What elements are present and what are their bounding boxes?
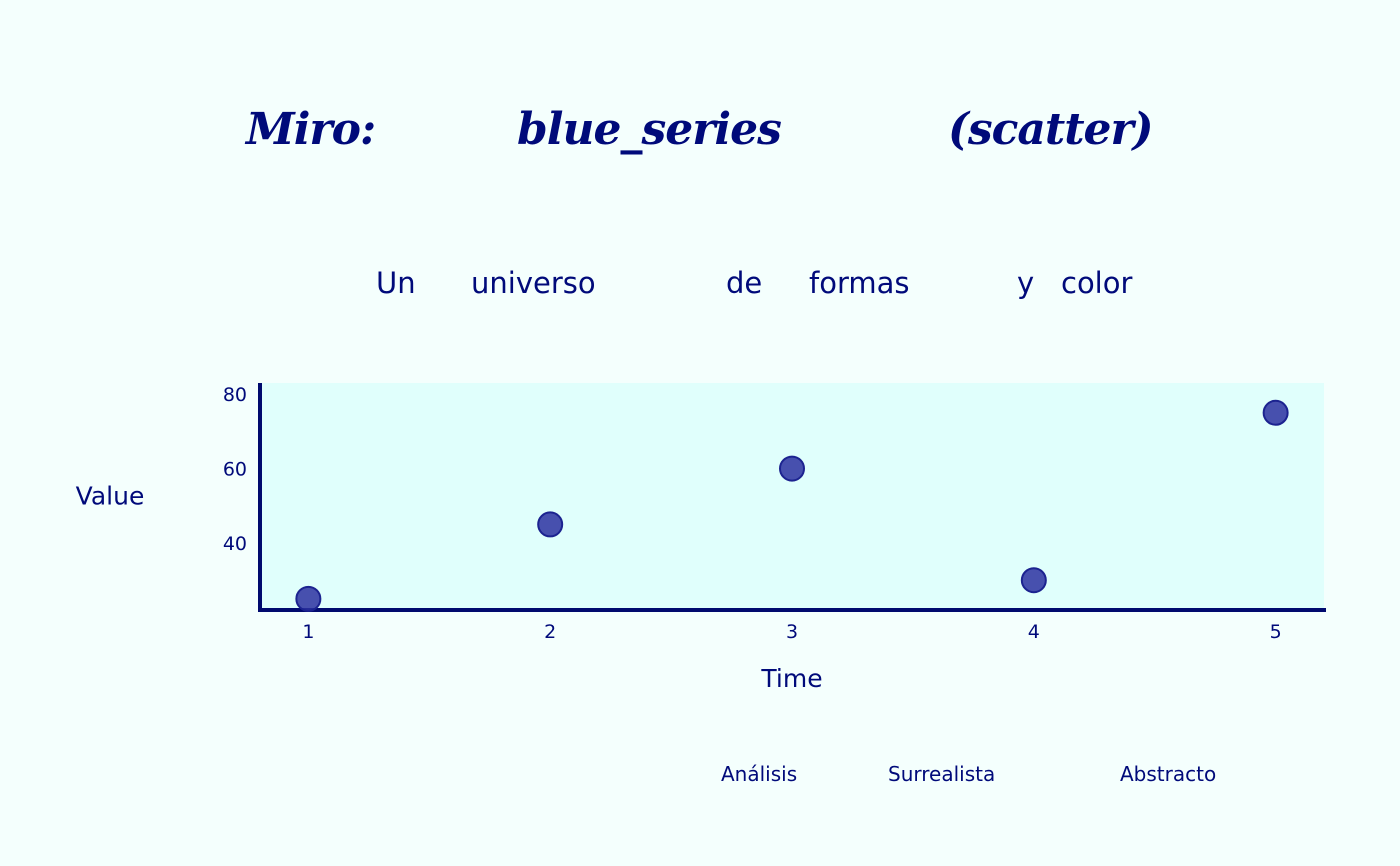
- subtitle-word-2: universo: [471, 266, 596, 300]
- footer-word-1: Análisis: [721, 762, 798, 786]
- y-tick-label: 80: [223, 384, 247, 406]
- x-tick-labels: 1 2 3 4 5: [302, 621, 1281, 643]
- subtitle-word-1: Un: [376, 266, 416, 300]
- data-points: [295, 399, 1289, 612]
- data-point: [295, 585, 322, 612]
- y-tick-label: 40: [223, 533, 247, 555]
- x-tick-label: 3: [786, 621, 798, 643]
- subtitle-word-6: color: [1061, 266, 1133, 300]
- data-point: [537, 511, 564, 538]
- title-word-1: Miro:: [246, 104, 376, 155]
- y-axis-title: Value: [76, 482, 145, 511]
- footer-word-2: Surrealista: [888, 762, 996, 786]
- subtitle-word-4: formas: [809, 266, 910, 300]
- subtitle-word-5: y: [1017, 266, 1035, 300]
- data-point: [1020, 567, 1047, 594]
- plot-area: [260, 383, 1324, 610]
- x-tick-label: 1: [302, 621, 314, 643]
- x-tick-label: 2: [544, 621, 556, 643]
- x-tick-label: 5: [1270, 621, 1282, 643]
- footer-word-3: Abstracto: [1120, 762, 1217, 786]
- y-tick-label: 60: [223, 459, 247, 481]
- y-tick-labels: 40 60 80: [223, 384, 247, 555]
- subtitle-word-3: de: [726, 266, 763, 300]
- title-word-2: blue_series: [517, 104, 782, 155]
- data-point: [779, 455, 805, 482]
- title-word-3: (scatter): [948, 104, 1154, 155]
- x-tick-label: 4: [1028, 621, 1040, 643]
- x-axis-title: Time: [760, 664, 822, 693]
- data-point: [1262, 399, 1289, 426]
